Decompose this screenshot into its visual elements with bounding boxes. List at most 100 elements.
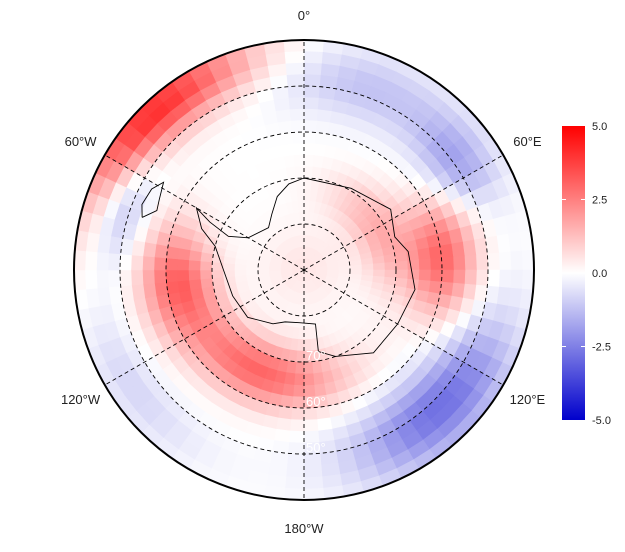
grid-cell xyxy=(439,243,454,259)
grid-cell xyxy=(303,143,316,156)
grid-cell xyxy=(291,395,305,409)
grid-cell xyxy=(211,269,225,279)
grid-cell xyxy=(372,262,385,271)
grid-cell xyxy=(296,189,305,202)
grid-cell xyxy=(188,259,202,271)
grid-cell xyxy=(283,40,305,53)
grid-cell xyxy=(291,131,305,145)
grid-cell xyxy=(303,166,314,179)
grid-cell xyxy=(85,269,99,290)
grid-cell xyxy=(189,278,203,291)
grid-cell xyxy=(315,120,331,135)
grid-cell xyxy=(429,269,443,283)
grid-cell xyxy=(395,269,408,280)
grid-cell xyxy=(293,154,305,168)
anomaly-field xyxy=(74,40,534,500)
colorbar-tick-label: 0.0 xyxy=(592,268,607,280)
grid-cell xyxy=(338,265,351,271)
south-america-coastline xyxy=(141,181,165,218)
grid-cell xyxy=(429,257,443,271)
grid-cell xyxy=(349,264,362,271)
grid-cell xyxy=(303,108,319,122)
grid-cell xyxy=(303,464,323,478)
grid-cell xyxy=(303,361,314,374)
grid-cell xyxy=(303,74,322,88)
grid-cell xyxy=(416,247,431,261)
grid-cell xyxy=(120,237,135,256)
grid-cell xyxy=(303,131,317,145)
grid-cell xyxy=(303,62,323,76)
colorbar-tick-label: -2.5 xyxy=(592,342,611,354)
grid-cell xyxy=(290,120,305,133)
grid-cell xyxy=(295,349,305,363)
grid-cell xyxy=(303,51,324,65)
grid-cell xyxy=(316,416,333,431)
colorbar-ramp xyxy=(562,126,585,420)
grid-cell xyxy=(316,109,333,124)
grid-cell xyxy=(108,252,122,271)
grid-cell xyxy=(273,97,291,112)
grid-cell xyxy=(303,97,320,110)
grid-cell xyxy=(303,418,319,432)
longitude-label: 0° xyxy=(298,8,310,23)
grid-cell xyxy=(165,257,179,271)
grid-cell xyxy=(142,269,156,285)
grid-cell xyxy=(303,85,321,99)
grid-cell xyxy=(418,258,431,271)
longitude-label: 60°W xyxy=(65,134,98,149)
grid-cell xyxy=(96,251,110,271)
grid-cell xyxy=(273,428,291,443)
grid-cell xyxy=(142,255,156,271)
colorbar: 5.0 2.5 0.0 -2.5 -5.0 xyxy=(562,121,611,427)
latitude-circle xyxy=(165,131,443,409)
grid-cell xyxy=(317,97,335,112)
latitude-label: 60° xyxy=(306,394,326,409)
grid-cell xyxy=(486,269,500,288)
grid-cell xyxy=(521,249,534,271)
grid-cell xyxy=(246,269,259,276)
grid-cell xyxy=(119,253,133,271)
grid-cell xyxy=(383,269,397,279)
grid-cell xyxy=(475,253,489,271)
meridian-line xyxy=(104,154,305,271)
grid-cell xyxy=(303,487,325,500)
latitude-label: 70° xyxy=(306,348,326,363)
grid-cell xyxy=(283,155,296,169)
grid-cell xyxy=(360,263,374,271)
grid-cell xyxy=(452,255,466,271)
grid-cell xyxy=(289,108,305,122)
grid-cell xyxy=(177,258,190,271)
colorbar-tick-label: -5.0 xyxy=(592,415,611,427)
grid-cell xyxy=(154,269,167,284)
grid-cell xyxy=(200,260,213,271)
grid-cell xyxy=(279,132,294,146)
grid-cell xyxy=(441,256,454,271)
grid-cell xyxy=(143,282,158,299)
grid-cell xyxy=(312,371,325,385)
grid-cell xyxy=(428,245,442,260)
grid-cell xyxy=(286,452,305,466)
meridian-line xyxy=(303,269,504,386)
grid-cell xyxy=(303,475,324,489)
grid-cell xyxy=(292,143,305,156)
grid-cell xyxy=(85,250,99,271)
grid-cell xyxy=(464,269,477,286)
grid-cell xyxy=(303,372,315,386)
grid-cell xyxy=(290,407,305,420)
grid-cell xyxy=(441,269,454,284)
grid-cell xyxy=(299,223,305,236)
grid-cell xyxy=(234,269,248,277)
grid-cell xyxy=(498,251,512,271)
colorbar-tick-label: 5.0 xyxy=(592,121,607,133)
latitude-label: 50° xyxy=(306,440,326,455)
grid-cell xyxy=(294,361,305,374)
grid-cell xyxy=(383,261,397,271)
grid-cell xyxy=(200,269,213,280)
longitude-label: 60°E xyxy=(513,134,542,149)
grid-cell xyxy=(462,283,477,301)
grid-cell xyxy=(288,430,305,443)
grid-cell xyxy=(509,269,523,290)
grid-cell xyxy=(154,243,169,259)
grid-cell xyxy=(287,441,305,455)
